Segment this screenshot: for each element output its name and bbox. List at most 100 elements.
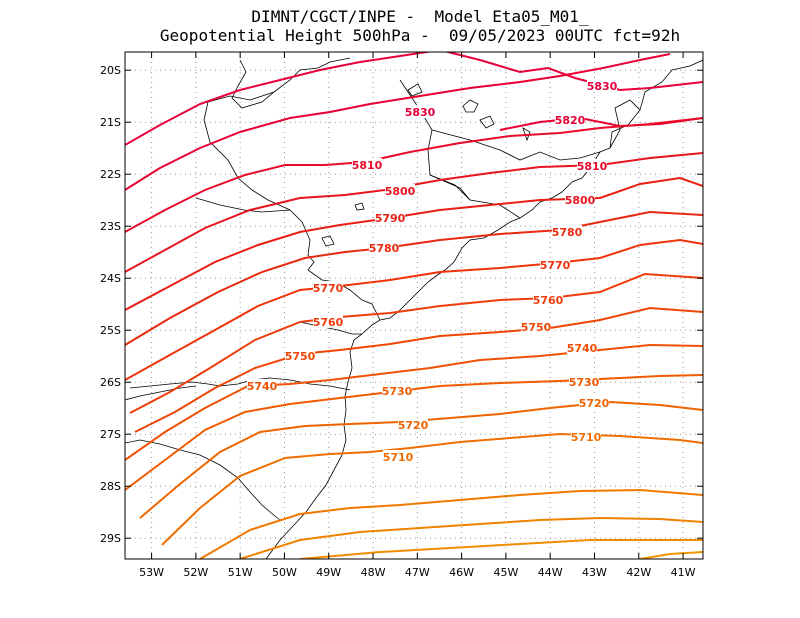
contour-label-bg <box>540 258 570 271</box>
contour-5770 <box>125 238 703 381</box>
lon-tick-label: 51W <box>228 566 253 579</box>
contour-label: 5710 <box>383 451 414 464</box>
contour-label-bg <box>587 79 617 92</box>
lat-tick-label: 25S <box>100 324 121 337</box>
lon-tick-label: 53W <box>139 566 164 579</box>
contour-label: 5770 <box>313 282 344 295</box>
state-border <box>609 99 641 149</box>
map-title-line2: Geopotential Height 500hPa - 09/05/2023 … <box>159 26 681 45</box>
contour-label: 5810 <box>577 160 608 173</box>
lon-tick-label: 49W <box>316 566 341 579</box>
lon-tick-label: 42W <box>626 566 651 579</box>
plot-area <box>125 52 703 559</box>
lat-tick-label: 24S <box>100 272 121 285</box>
contour-5820 <box>125 53 671 191</box>
lon-tick-label: 52W <box>183 566 208 579</box>
contour-label-bg <box>385 184 415 197</box>
lat-tick-label: 28S <box>100 480 121 493</box>
lon-tick-label: 41W <box>671 566 696 579</box>
contour-unlabeled <box>239 516 703 559</box>
contour-label-bg <box>521 320 551 333</box>
lat-tick-label: 21S <box>100 116 121 129</box>
island <box>462 99 479 113</box>
lon-tick-label: 47W <box>405 566 430 579</box>
contour-label-bg <box>352 158 382 171</box>
lat-tick-label: 22S <box>100 168 121 181</box>
contour-label-bg <box>565 193 595 206</box>
contour-label-bg <box>569 375 599 388</box>
contour-5830 <box>125 52 434 146</box>
contour-label-bg <box>313 315 343 328</box>
lon-tick-label: 43W <box>582 566 607 579</box>
contour-label: 5740 <box>247 380 278 393</box>
island <box>407 83 423 97</box>
contour-label-bg <box>375 211 405 224</box>
lon-tick-label: 44W <box>538 566 563 579</box>
state-border <box>299 321 362 335</box>
contour-label-bg <box>579 396 609 409</box>
contour-5740 <box>125 343 703 461</box>
lat-tick-label: 29S <box>100 532 121 545</box>
contour-5710 <box>161 432 703 546</box>
contour-unlabeled <box>299 539 703 559</box>
state-border <box>125 439 281 521</box>
contour-label-bg <box>577 159 607 172</box>
contour-label-bg <box>571 430 601 443</box>
contour-label: 5760 <box>313 316 344 329</box>
coastline <box>265 59 703 559</box>
lon-tick-label: 50W <box>272 566 297 579</box>
island <box>321 235 335 247</box>
lon-tick-label: 48W <box>361 566 386 579</box>
island <box>354 202 365 211</box>
lon-tick-label: 45W <box>493 566 518 579</box>
lat-tick-label: 26S <box>100 376 121 389</box>
lat-tick-label: 20S <box>100 64 121 77</box>
island <box>522 127 531 142</box>
contour-label-bg <box>533 293 563 306</box>
lat-tick-label: 27S <box>100 428 121 441</box>
contour-label: 5750 <box>521 321 552 334</box>
contour-unlabeled <box>639 551 703 559</box>
lat-tick-label: 23S <box>100 220 121 233</box>
contour-label: 5780 <box>552 226 583 239</box>
contour-label-bg <box>247 379 277 392</box>
contour-label: 5820 <box>555 114 586 127</box>
state-border <box>203 101 315 271</box>
contour-5810 <box>125 117 703 233</box>
contour-label: 5750 <box>285 350 316 363</box>
contour-label: 5730 <box>569 376 600 389</box>
contour-label: 5800 <box>565 194 596 207</box>
axis-ticks: 53W 52W 51W 50W 49W 48W 47W 46W 45W 44W 43W 42W 41W 2… <box>100 52 703 579</box>
coastline-and-borders <box>125 57 703 559</box>
contour-label: 5830 <box>405 106 436 119</box>
contour-label-bg <box>382 384 412 397</box>
contour-5760 <box>129 272 703 414</box>
lon-tick-label: 46W <box>449 566 474 579</box>
contour-label: 5800 <box>385 185 416 198</box>
state-border <box>307 269 381 321</box>
state-border <box>207 91 275 103</box>
contour-label: 5730 <box>382 385 413 398</box>
contour-label-bg <box>383 450 413 463</box>
plot-frame <box>124 51 704 560</box>
contour-label: 5720 <box>398 419 429 432</box>
contour-label-bg <box>398 418 428 431</box>
contour-label-bg <box>285 349 315 362</box>
contour-label: 5780 <box>369 242 400 255</box>
contour-label-bg <box>567 341 597 354</box>
contour-label-bg <box>313 281 343 294</box>
contour-label: 5720 <box>579 397 610 410</box>
contour-label: 5710 <box>571 431 602 444</box>
contour-label-bg <box>552 225 582 238</box>
state-border <box>195 197 291 213</box>
contour-unlabeled <box>199 488 703 559</box>
contour-label-bg <box>405 105 435 118</box>
contour-5750 <box>134 306 703 433</box>
contour-label: 5790 <box>375 212 406 225</box>
contour-label: 5760 <box>533 294 564 307</box>
contour-5830 <box>443 52 703 92</box>
country-border <box>125 385 197 401</box>
contour-label: 5740 <box>567 342 598 355</box>
state-border <box>231 57 351 109</box>
